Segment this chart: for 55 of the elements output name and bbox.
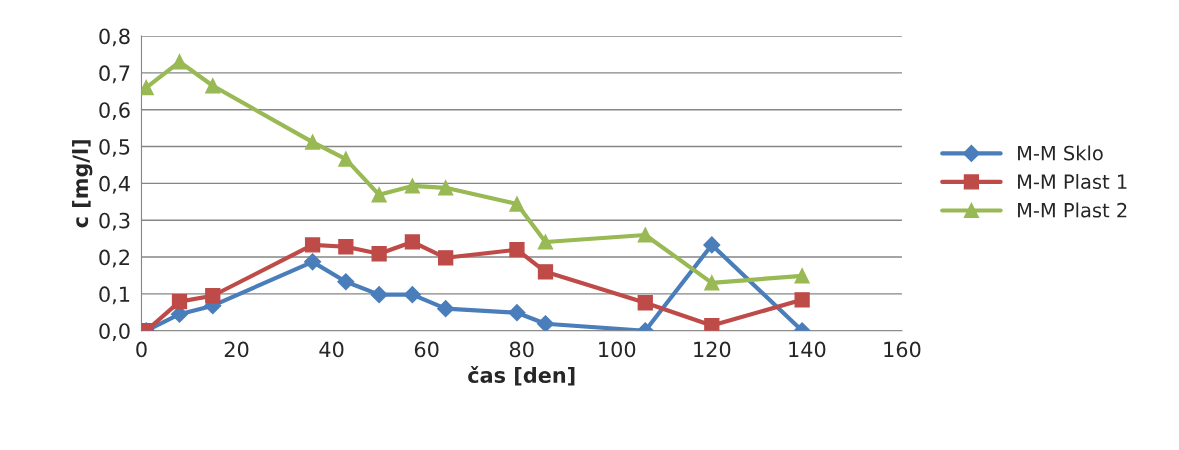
point [703,236,721,254]
point [704,275,720,291]
y-axis-title: c [mg/l] [72,140,93,228]
point [304,237,321,253]
point [338,239,354,255]
point [205,78,221,94]
point [637,295,653,311]
point [537,264,554,280]
y-tick-label: 0,6 [99,102,130,121]
y-tick-label: 0,3 [99,212,130,231]
y-tick-label: 0,2 [99,249,129,268]
point [371,187,387,203]
y-tick-label: 0,4 [99,175,130,194]
x-tick-label: 0 [136,341,147,358]
point [371,246,387,262]
x-tick-label: 20 [224,341,249,358]
point [338,151,354,167]
point [171,54,188,70]
legend-label: M-M Plast 2 [1018,202,1127,218]
point [403,286,421,304]
point [205,288,221,304]
y-tick-label: 0,8 [99,28,130,47]
x-tick-label: 160 [884,341,921,358]
point [794,268,810,284]
x-tick-label: 120 [694,341,731,358]
point [509,196,525,212]
point [438,250,454,266]
point [704,317,720,331]
point [536,315,555,331]
x-tick-label: 60 [414,341,439,358]
y-tick-label: 0,0 [99,323,130,342]
point [337,273,355,291]
legend-label: M-M Plast 1 [1018,173,1127,190]
point [438,180,454,196]
y-tick-label: 0,1 [99,286,130,305]
y-tick-label: 0,7 [99,65,130,84]
x-tick-label: 140 [789,341,826,358]
x-axis-title: čas [den] [468,366,575,386]
point [404,234,421,250]
x-tick-label: 40 [319,341,344,358]
point [794,292,810,308]
x-tick-label: 80 [509,341,534,358]
legend-label: M-M Sklo [1018,145,1103,161]
point [637,227,653,243]
point [171,294,188,310]
point [404,178,421,194]
point [537,234,554,250]
x-tick-label: 100 [599,341,636,358]
point [370,286,388,304]
point [508,304,526,322]
point [509,242,525,258]
point [304,134,321,150]
point [304,253,322,271]
y-tick-label: 0,5 [99,138,130,157]
point [437,300,455,318]
